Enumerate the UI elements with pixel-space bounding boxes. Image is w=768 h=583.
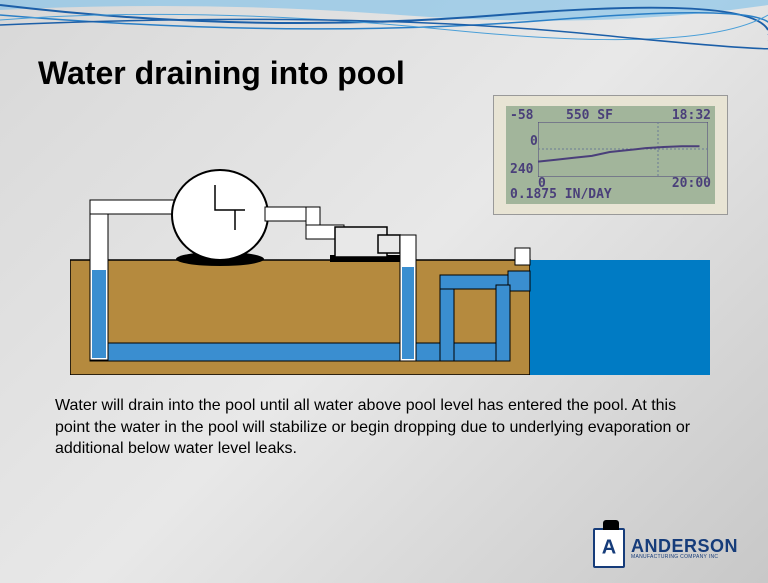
- logo-badge-icon: [593, 528, 625, 568]
- filter-tank: [172, 170, 268, 260]
- body-text: Water will drain into the pool until all…: [55, 395, 713, 460]
- logo-name: ANDERSON: [631, 537, 738, 555]
- pool-water: [530, 260, 710, 375]
- anderson-logo: ANDERSON MANUFACTURING COMPANY INC: [593, 528, 738, 568]
- pool-diagram: [70, 155, 710, 375]
- lcd-mid-left: 0: [530, 134, 538, 149]
- slide-title: Water draining into pool: [38, 55, 405, 92]
- logo-sub: MANUFACTURING COMPANY INC: [631, 555, 738, 560]
- lcd-top-left: -58: [510, 108, 533, 123]
- wave-header: [0, 0, 768, 60]
- lcd-top-right: 18:32: [672, 108, 711, 123]
- lcd-top-center: 550 SF: [566, 108, 613, 123]
